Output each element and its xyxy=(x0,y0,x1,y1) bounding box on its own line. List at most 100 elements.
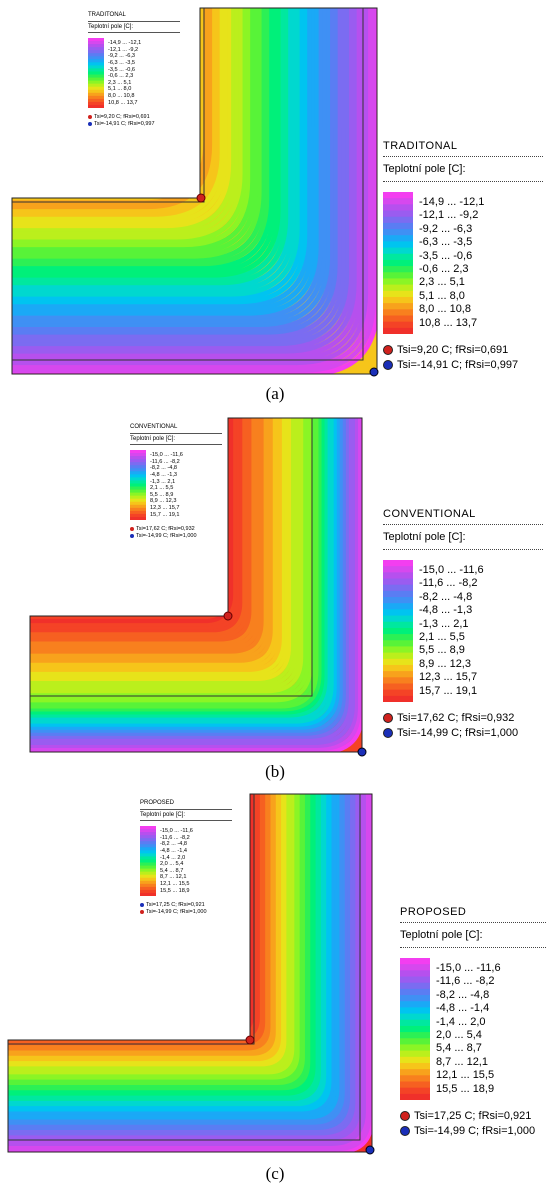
scale-swatch xyxy=(140,859,156,864)
range-label: 8,9 ... 12,3 xyxy=(419,657,471,670)
isotherm-band xyxy=(12,8,266,263)
scale-swatch xyxy=(88,102,104,106)
isotherm-band xyxy=(8,794,311,1091)
scale-swatch xyxy=(400,1032,430,1039)
scale-swatch xyxy=(140,877,156,882)
isotherm-band xyxy=(30,418,267,657)
legend-c: PROPOSED Teplotní pole [C]: -15,0 ... -1… xyxy=(400,906,546,1138)
small-range-label: 2,0 ... 5,4 xyxy=(160,861,184,868)
caption-c: (c) xyxy=(265,1164,285,1183)
scale-swatch xyxy=(88,50,104,54)
scale-swatch xyxy=(383,621,413,629)
small-range-label: -11,6 ... -8,2 xyxy=(160,834,190,841)
scale-swatch xyxy=(140,853,156,858)
outer-corner-marker-c xyxy=(365,1145,375,1155)
scale-swatch xyxy=(400,995,430,1002)
color-scale-bar xyxy=(383,560,413,702)
isotherm-band xyxy=(30,418,307,697)
scale-swatch xyxy=(400,982,430,990)
scale-swatch xyxy=(383,303,413,310)
isotherm-band xyxy=(8,794,290,1070)
small-range-label: -4,8 ... -1,4 xyxy=(160,847,188,854)
isotherm-band xyxy=(8,794,332,1112)
scale-swatch xyxy=(130,508,146,512)
small-marker-red: Tsi=-14,99 C; fRsi=1,000 xyxy=(140,908,232,915)
isotherm-band xyxy=(8,794,335,1115)
scale-swatch xyxy=(400,1001,430,1008)
scale-swatch xyxy=(130,465,146,470)
scale-swatch xyxy=(400,1050,430,1058)
scale-swatch xyxy=(88,65,104,70)
range-label: 8,0 ... 10,8 xyxy=(419,303,471,316)
isotherm-band xyxy=(12,8,319,316)
scale-swatch xyxy=(130,495,146,500)
scale-swatch xyxy=(88,59,104,64)
small-range-label: 12,1 ... 15,5 xyxy=(160,880,190,887)
scale-swatch xyxy=(130,474,146,479)
isotherm-band xyxy=(30,418,331,721)
outer-layer-line-a xyxy=(12,8,364,361)
legend-a: TRADITONAL Teplotní pole [C]: -14,9 ... … xyxy=(383,140,543,372)
isotherm-band xyxy=(8,794,298,1078)
scale-swatch xyxy=(140,844,156,849)
isotherm-band xyxy=(30,418,270,660)
small-range-label: 12,3 ... 15,7 xyxy=(150,504,180,511)
isotherm-band xyxy=(8,794,337,1117)
isotherm-band xyxy=(8,794,356,1136)
scale-swatch xyxy=(140,893,156,897)
small-range-label: -1,3 ... 2,1 xyxy=(150,478,176,485)
scale-swatch xyxy=(140,887,156,891)
scale-swatch xyxy=(383,695,413,702)
small-range-label: 8,0 ... 10,8 xyxy=(108,92,135,99)
scale-swatch xyxy=(383,222,413,230)
isotherm-band xyxy=(8,794,345,1125)
scale-swatch xyxy=(88,44,104,48)
color-scale-bar xyxy=(383,192,413,334)
isotherm-band xyxy=(30,418,261,651)
range-label: -4,8 ... -1,3 xyxy=(419,604,473,617)
isotherm-band xyxy=(30,418,316,706)
scale-swatch xyxy=(400,1038,430,1046)
isotherm-band xyxy=(8,794,359,1139)
isotherm-band xyxy=(30,418,334,724)
scale-swatch xyxy=(383,272,413,280)
range-label: 5,5 ... 8,9 xyxy=(419,644,465,657)
range-label: -6,3 ... -3,5 xyxy=(419,236,473,249)
isotherm-band xyxy=(30,418,288,678)
isotherm-band xyxy=(30,418,352,742)
scale-swatch xyxy=(140,890,156,894)
isotherm-band xyxy=(30,418,292,682)
range-label: 2,1 ... 5,5 xyxy=(419,630,465,643)
scale-swatch xyxy=(130,480,146,485)
isotherm-band xyxy=(12,8,224,221)
small-range-label: 15,7 ... 19,1 xyxy=(150,511,180,518)
small-color-scale-bar xyxy=(130,450,146,521)
scale-swatch xyxy=(383,590,413,598)
isotherm-band xyxy=(8,794,274,1054)
scale-swatch xyxy=(383,640,413,648)
isotherm-band xyxy=(12,8,315,312)
isotherm-band xyxy=(8,794,372,1152)
isotherm-band xyxy=(30,418,359,749)
scale-swatch xyxy=(140,826,156,830)
isotherm-band xyxy=(30,418,340,730)
scale-swatch xyxy=(383,584,413,592)
range-label: -11,6 ... -8,2 xyxy=(436,975,495,988)
range-label: -14,9 ... -12,1 xyxy=(419,196,485,208)
scale-swatch xyxy=(140,838,156,842)
isotherm-band xyxy=(8,794,316,1096)
scale-swatch xyxy=(88,41,104,45)
isotherm-band xyxy=(12,8,331,328)
small-range-label: 8,9 ... 12,3 xyxy=(150,498,177,505)
range-label: -3,5 ... -0,6 xyxy=(419,249,473,262)
isotherm-band xyxy=(12,8,258,255)
scale-swatch xyxy=(88,47,104,51)
scale-swatch xyxy=(383,192,413,199)
small-range-label: 10,8 ... 13,7 xyxy=(108,99,138,106)
isotherm-band xyxy=(30,418,362,752)
scale-swatch xyxy=(400,958,430,965)
scale-swatch xyxy=(140,835,156,839)
isotherm-band xyxy=(30,418,304,694)
small-marker-blue: Tsi=17,25 C; fRsi=0,921 xyxy=(140,901,232,908)
small-legend-title: PROPOSED xyxy=(140,800,232,810)
